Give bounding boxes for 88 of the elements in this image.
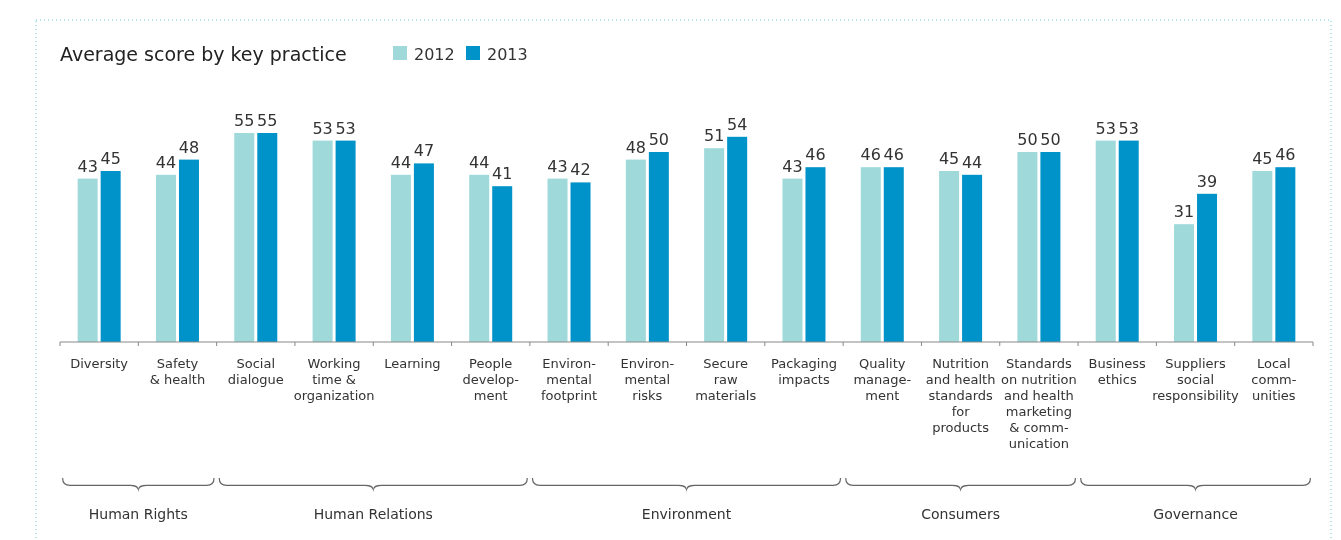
bar	[1174, 224, 1195, 342]
bar	[335, 140, 356, 342]
bar	[648, 152, 669, 342]
data-label: 44	[390, 152, 412, 172]
x-tick-label: Social dialogue	[227, 356, 284, 387]
bar	[234, 133, 255, 342]
bar	[883, 167, 904, 342]
data-label: 55	[257, 111, 278, 130]
bar	[469, 174, 490, 342]
data-label: 46	[1275, 145, 1296, 165]
bar	[860, 167, 881, 342]
bar	[570, 182, 591, 342]
x-tick-label: Environ- mental footprint	[540, 356, 598, 403]
bar	[1197, 193, 1218, 342]
x-tick-label: Quality manage- ment	[853, 356, 912, 403]
data-label: 43	[547, 156, 568, 176]
text: Human Relations	[313, 506, 433, 522]
bar	[257, 133, 278, 342]
chart-title: Average score by key practice	[60, 43, 347, 65]
data-label: 44	[961, 152, 983, 172]
x-tick-label: People develop- ment	[462, 356, 520, 403]
x-tick-label: Packaging impacts	[770, 356, 837, 387]
x-tick-label: Working time & organization	[293, 356, 375, 403]
data-label: 44	[469, 152, 490, 172]
bar	[413, 163, 434, 342]
x-tick-label: Environ- mental risks	[620, 356, 675, 403]
bar	[625, 159, 646, 342]
bar	[390, 174, 411, 342]
bar	[1275, 167, 1296, 342]
data-label: 45	[1252, 149, 1273, 168]
data-label: 48	[178, 137, 200, 157]
data-label: 48	[625, 137, 647, 157]
data-label: 51	[703, 126, 725, 146]
data-label: 50	[648, 130, 670, 149]
x-tick-label: Suppliers social responsibility	[1152, 356, 1240, 403]
data-label: 41	[492, 164, 513, 184]
data-label: 53	[1118, 118, 1139, 138]
data-label: 45	[100, 149, 121, 168]
data-label: 44	[155, 152, 177, 172]
data-label: 55	[234, 111, 255, 130]
x-tick-label: Business ethics	[1088, 356, 1147, 387]
x-tick-label: Diversity	[70, 356, 129, 371]
bar	[962, 174, 983, 342]
data-label: 43	[782, 156, 803, 176]
bar	[727, 136, 748, 342]
bar	[1095, 140, 1116, 342]
data-label: 42	[570, 160, 591, 180]
data-label: 50	[1017, 130, 1038, 149]
bar	[782, 178, 803, 342]
bar	[492, 186, 513, 342]
legend-label: 2012	[414, 45, 455, 64]
data-label: 46	[805, 145, 826, 165]
x-tick-label: Learning	[384, 356, 441, 371]
data-label: 54	[726, 114, 748, 134]
data-label: 45	[938, 149, 960, 168]
bar	[1040, 152, 1061, 342]
x-tick-label: Standards on nutrition and health marketing & comm- unication	[1001, 356, 1077, 451]
x-tick-label: Safety & health	[149, 356, 206, 387]
x-tick-label: Local comm- unities	[1251, 356, 1297, 403]
bar	[77, 178, 98, 342]
bar	[704, 148, 725, 342]
bar	[1118, 140, 1139, 342]
data-label: 46	[860, 145, 881, 165]
x-tick-label: Nutrition and health standards for products	[925, 356, 996, 435]
bar	[547, 178, 568, 342]
data-label: 46	[883, 145, 904, 165]
data-label: 43	[77, 156, 98, 176]
data-label: 53	[312, 118, 333, 138]
text: Consumers	[921, 506, 1000, 522]
data-label: 53	[1095, 118, 1116, 138]
x-tick-label: Secure raw materials	[695, 356, 757, 403]
data-label: 31	[1173, 202, 1195, 222]
legend-label: 2013	[487, 45, 528, 64]
bar	[312, 140, 333, 342]
bar	[155, 174, 176, 342]
bar	[100, 171, 121, 342]
bar	[178, 159, 199, 342]
text: Environment	[641, 506, 732, 522]
data-label: 50	[1040, 130, 1061, 149]
data-label: 39	[1196, 171, 1218, 191]
data-label: 47	[413, 141, 435, 161]
text: Governance	[1153, 506, 1238, 522]
bar	[805, 167, 826, 342]
data-label: 53	[335, 118, 356, 138]
bar	[939, 171, 960, 342]
text: Human Rights	[88, 506, 188, 522]
bar	[1252, 171, 1273, 342]
bar	[1017, 152, 1038, 342]
